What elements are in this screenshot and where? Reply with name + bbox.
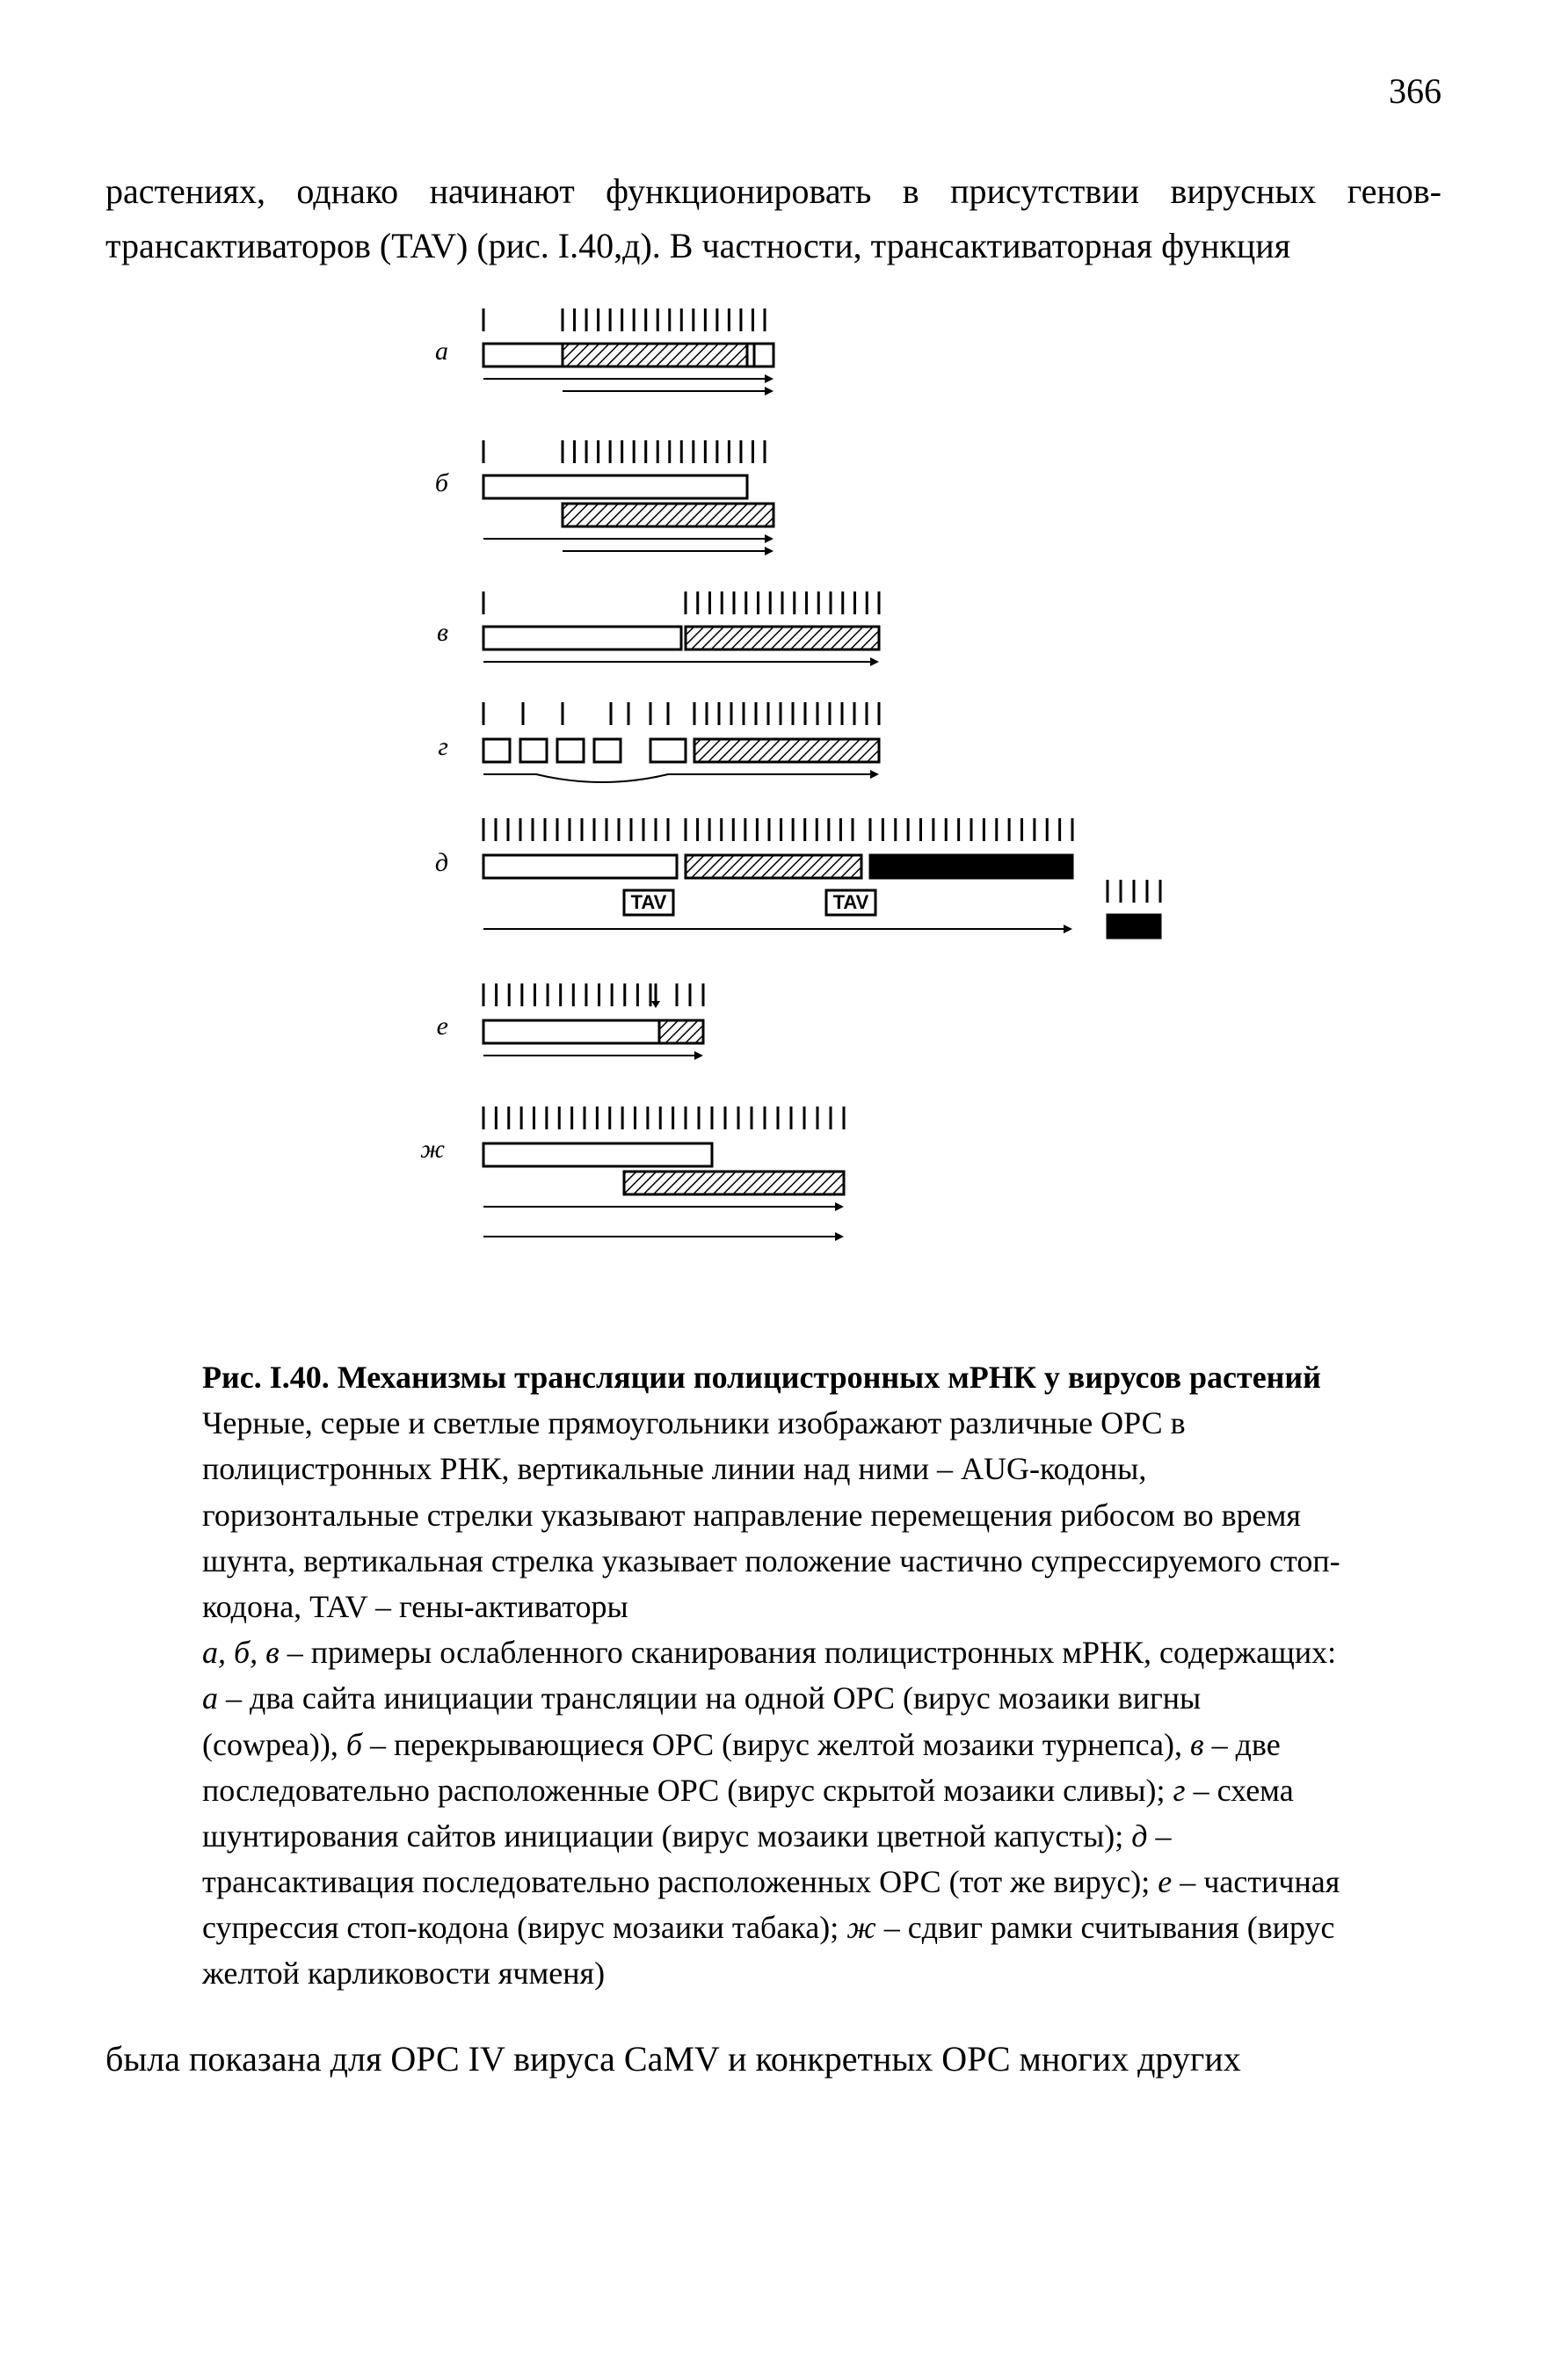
top-paragraph: растениях, однако начинают функционирова… [105, 164, 1442, 273]
bottom-paragraph: была показана для ОРС IV вируса CaMV и к… [105, 2032, 1442, 2086]
figure-svg: а б в г д TAV TAV е ж [334, 300, 1213, 1302]
caption-items: а, б, в – примеры ослабленного сканирова… [202, 1629, 1345, 1997]
svg-text:б: б [435, 468, 449, 497]
svg-text:в: в [437, 618, 448, 647]
svg-text:а: а [435, 337, 448, 366]
svg-text:е: е [437, 1012, 448, 1041]
caption-title: Рис. I.40. Механизмы трансляции полицист… [202, 1354, 1345, 1400]
svg-text:г: г [438, 732, 448, 761]
svg-text:TAV: TAV [833, 891, 869, 913]
svg-text:TAV: TAV [631, 891, 667, 913]
page-number: 366 [105, 70, 1442, 112]
figure-caption: Рис. I.40. Механизмы трансляции полицист… [202, 1354, 1345, 1997]
figure-I40: а б в г д TAV TAV е ж [105, 300, 1442, 1302]
caption-body: Черные, серые и светлые прямоугольники и… [202, 1400, 1345, 1629]
svg-text:д: д [435, 848, 448, 877]
svg-text:ж: ж [420, 1135, 445, 1164]
